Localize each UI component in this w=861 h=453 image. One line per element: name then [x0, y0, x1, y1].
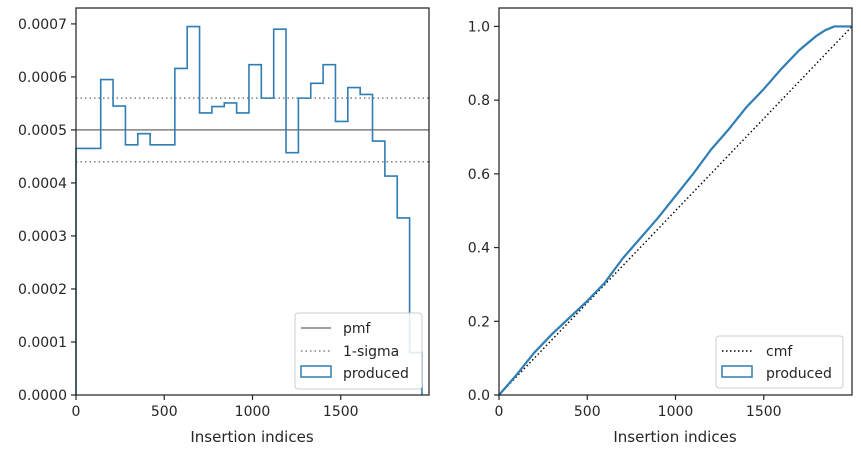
x-tick-label: 1500	[746, 404, 782, 420]
right-x-axis-label: Insertion indices	[613, 428, 736, 446]
y-tick-label: 0.0007	[18, 17, 67, 33]
x-tick-label: 1000	[658, 404, 694, 420]
y-tick-label: 0.0000	[18, 388, 67, 404]
y-tick-label: 0.0004	[18, 176, 67, 192]
right-legend-box	[715, 335, 844, 389]
produced-step-histogram	[75, 25, 423, 395]
y-tick-label: 0.0002	[18, 282, 67, 298]
y-tick-label: 0.4	[468, 241, 490, 257]
legend-sigma-label: 1-sigma	[343, 344, 399, 360]
left-panel: 0 500 1000 1500 0.0000 0.0001 0.0002 0.0003 0.0…	[18, 7, 430, 446]
y-tick-label: 0.2	[468, 314, 490, 330]
x-tick-label: 0	[72, 404, 81, 420]
left-legend: pmf 1-sigma produced	[294, 312, 423, 390]
legend-produced-swatch	[300, 365, 332, 378]
legend-pmf-label: pmf	[343, 321, 372, 337]
x-tick-label: 500	[151, 404, 178, 420]
y-tick-label: 0.6	[468, 167, 490, 183]
y-tick-label: 0.0005	[18, 123, 67, 139]
y-tick-label: 1.0	[468, 19, 490, 35]
cmf-line	[498, 25, 853, 396]
x-tick-label: 1500	[323, 404, 359, 420]
right-panel: 0 500 1000 1500 0.0 0.2 0.4 0.6 0.8 1.0 Insertio…	[468, 7, 853, 446]
x-tick-label: 1000	[235, 404, 271, 420]
y-tick-label: 0.0006	[18, 70, 67, 86]
x-tick-label: 0	[495, 404, 504, 420]
legend-produced-swatch-right	[721, 365, 753, 378]
x-tick-label: 500	[574, 404, 601, 420]
y-tick-label: 0.0001	[18, 335, 67, 351]
legend-produced-label: produced	[343, 366, 409, 382]
produced-cumulative-line	[498, 25, 852, 396]
left-legend-box	[294, 312, 423, 390]
y-tick-label: 0.0	[468, 388, 490, 404]
left-x-axis-label: Insertion indices	[190, 428, 313, 446]
y-tick-label: 0.8	[468, 93, 490, 109]
legend-produced-label-right: produced	[766, 366, 832, 382]
legend-cmf-label: cmf	[766, 344, 793, 360]
y-tick-label: 0.0003	[18, 229, 67, 245]
right-legend: cmf produced	[715, 335, 844, 389]
